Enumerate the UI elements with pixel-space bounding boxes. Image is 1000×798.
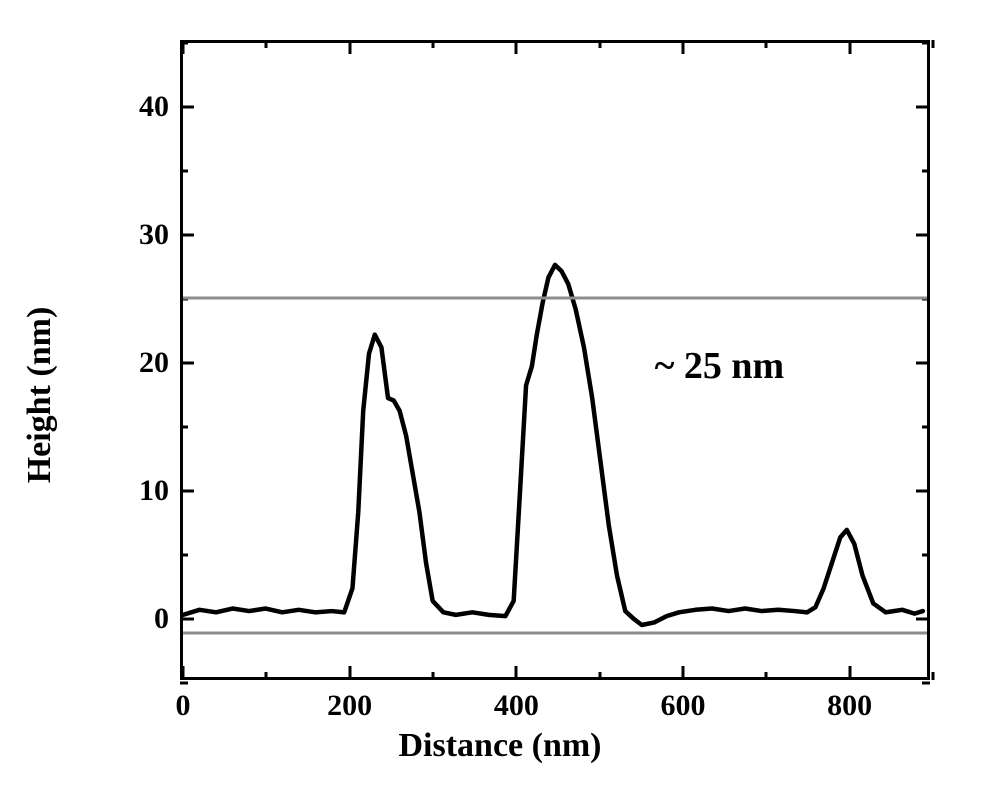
y-tick-major bbox=[916, 106, 930, 109]
x-tick-minor bbox=[932, 40, 935, 48]
x-tick-minor bbox=[765, 40, 768, 48]
y-tick-minor bbox=[922, 682, 930, 685]
x-tick-minor bbox=[765, 672, 768, 680]
y-tick-minor bbox=[180, 170, 188, 173]
height-profile-line bbox=[183, 43, 927, 677]
x-tick-minor bbox=[265, 672, 268, 680]
height-annotation: ~ 25 nm bbox=[655, 344, 785, 388]
x-tick-minor bbox=[932, 672, 935, 680]
y-tick-minor bbox=[922, 170, 930, 173]
x-tick-minor bbox=[432, 672, 435, 680]
y-tick-label: 10 bbox=[139, 474, 183, 508]
x-tick-major bbox=[682, 40, 685, 54]
x-tick-minor bbox=[265, 40, 268, 48]
y-tick-major bbox=[916, 234, 930, 237]
y-tick-label: 20 bbox=[139, 346, 183, 380]
y-axis-label: Height (nm) bbox=[21, 307, 59, 484]
x-tick-label: 400 bbox=[494, 677, 539, 723]
y-tick-major bbox=[916, 362, 930, 365]
y-tick-label: 40 bbox=[139, 90, 183, 124]
plot-area: ~ 25 nm 0102030400200400600800 bbox=[180, 40, 930, 680]
x-tick-major bbox=[848, 40, 851, 54]
reference-line bbox=[183, 296, 927, 299]
x-tick-minor bbox=[598, 672, 601, 680]
x-axis-label: Distance (nm) bbox=[398, 727, 601, 765]
y-tick-major bbox=[916, 490, 930, 493]
y-tick-label: 0 bbox=[154, 602, 183, 636]
y-tick-minor bbox=[180, 426, 188, 429]
y-tick-major bbox=[916, 618, 930, 621]
x-tick-label: 800 bbox=[827, 677, 872, 723]
x-tick-label: 200 bbox=[327, 677, 372, 723]
y-tick-minor bbox=[922, 426, 930, 429]
x-tick-major bbox=[515, 40, 518, 54]
y-tick-minor bbox=[922, 42, 930, 45]
y-tick-label: 30 bbox=[139, 218, 183, 252]
afm-height-profile-chart: Height (nm) ~ 25 nm 01020304002004006008… bbox=[50, 30, 950, 760]
x-tick-minor bbox=[432, 40, 435, 48]
x-tick-major bbox=[182, 40, 185, 54]
y-tick-minor bbox=[922, 554, 930, 557]
x-tick-label: 0 bbox=[176, 677, 191, 723]
reference-line bbox=[183, 632, 927, 635]
y-tick-minor bbox=[180, 554, 188, 557]
x-tick-major bbox=[348, 40, 351, 54]
x-tick-label: 600 bbox=[661, 677, 706, 723]
x-tick-minor bbox=[598, 40, 601, 48]
